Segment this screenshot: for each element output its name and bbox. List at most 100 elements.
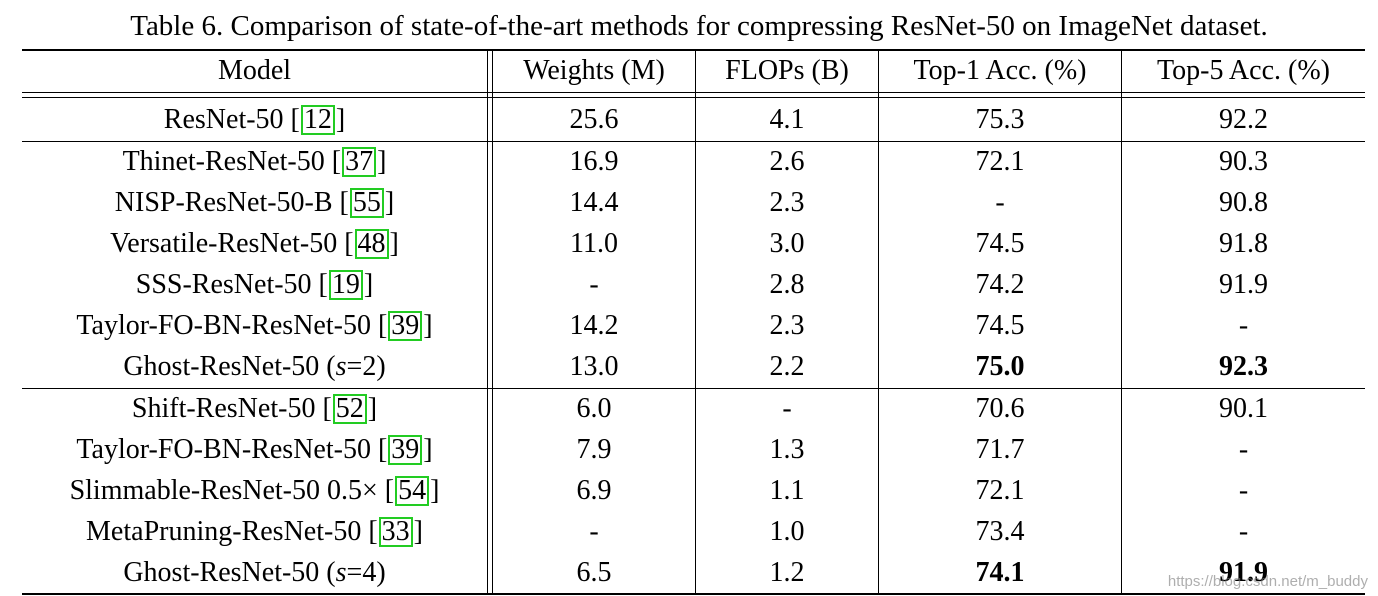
citation-link[interactable]: 52 (332, 394, 367, 424)
top1-cell: 72.1 (975, 475, 1025, 506)
table-row: SSS-ResNet-50 [19] - 2.8 74.2 91.9 (22, 264, 1365, 305)
top1-cell: 74.5 (975, 228, 1025, 259)
model-cell: ResNet-50 [12] (22, 99, 487, 140)
model-name: MetaPruning-ResNet-50 [ (86, 516, 378, 547)
top5-cell: 91.9 (1219, 557, 1268, 588)
header-top5: Top-5 Acc. (%) (1157, 55, 1330, 86)
top5-cell: - (1238, 434, 1249, 465)
top5-cell: 90.8 (1219, 187, 1268, 218)
flops-cell: 2.3 (769, 310, 805, 341)
top1-cell: - (995, 187, 1005, 218)
top1-cell: 70.6 (975, 393, 1025, 424)
citation-link[interactable]: 55 (349, 188, 384, 218)
top1-cell: 71.7 (975, 434, 1025, 465)
weights-cell: 7.9 (576, 434, 612, 465)
citation-link[interactable]: 19 (328, 270, 363, 300)
model-name: Versatile-ResNet-50 [ (110, 228, 354, 259)
flops-cell: 3.0 (769, 228, 805, 259)
header-model: Model (217, 55, 292, 86)
flops-cell: 2.2 (769, 351, 805, 382)
weights-cell: 13.0 (569, 351, 619, 382)
citation-link[interactable]: 48 (354, 229, 389, 259)
table-row: Slimmable-ResNet-50 0.5× [54] 6.9 1.1 72.1 - (22, 470, 1365, 511)
weights-cell: - (589, 269, 599, 300)
model-name: SSS-ResNet-50 [ (135, 269, 328, 300)
table-caption: Table 6. Comparison of state-of-the-art … (130, 10, 1268, 42)
citation-link[interactable]: 54 (395, 476, 430, 506)
model-cell: Taylor-FO-BN-ResNet-50 [39] (22, 429, 487, 470)
top5-cell: 91.9 (1219, 269, 1268, 300)
group-rule-1 (22, 141, 1365, 142)
model-cell: SSS-ResNet-50 [19] (22, 264, 487, 305)
model-cell: Versatile-ResNet-50 [48] (22, 223, 487, 264)
model-cell: Taylor-FO-BN-ResNet-50 [39] (22, 305, 487, 346)
model-name: Ghost-ResNet-50 (s=2) (123, 351, 386, 382)
group-rule-2 (22, 388, 1365, 389)
model-cell: Ghost-ResNet-50 (s=2) (22, 346, 487, 387)
table-row: Taylor-FO-BN-ResNet-50 [39] 14.2 2.3 74.5 - (22, 305, 1365, 346)
model-name: Taylor-FO-BN-ResNet-50 [ (76, 310, 388, 341)
top1-cell: 72.1 (975, 146, 1025, 177)
header-flops: FLOPs (B) (725, 55, 849, 86)
citation-link[interactable]: 39 (388, 435, 423, 465)
top-rule (22, 49, 1365, 51)
header-double-rule-lower (22, 97, 1365, 98)
header-double-rule-upper (22, 92, 1365, 93)
weights-cell: 14.4 (569, 187, 619, 218)
top5-cell: 90.3 (1219, 146, 1268, 177)
flops-cell: 1.0 (769, 516, 805, 547)
model-name: Ghost-ResNet-50 (s=4) (123, 557, 386, 588)
flops-cell: 2.3 (769, 187, 805, 218)
model-double-vrule-right (492, 51, 493, 593)
weights-cell: 6.5 (576, 557, 612, 588)
model-double-vrule-left (487, 51, 488, 593)
header-row: Model Weights (M) FLOPs (B) Top-1 Acc. (… (22, 50, 1365, 91)
top1-cell: 74.5 (975, 310, 1025, 341)
flops-cell: 2.8 (769, 269, 805, 300)
table-row: Thinet-ResNet-50 [37] 16.9 2.6 72.1 90.3 (22, 141, 1365, 182)
top5-cell: 92.3 (1219, 351, 1268, 382)
weights-cell: 6.9 (576, 475, 612, 506)
model-cell: NISP-ResNet-50-B [55] (22, 182, 487, 223)
model-name: Shift-ResNet-50 [ (131, 393, 332, 424)
weights-vrule (695, 51, 696, 593)
citation-bracket: ] (367, 393, 378, 424)
model-name: Taylor-FO-BN-ResNet-50 [ (76, 434, 388, 465)
model-cell: Slimmable-ResNet-50 0.5× [54] (22, 470, 487, 511)
table-row: Ghost-ResNet-50 (s=4) 6.5 1.2 74.1 91.9 (22, 552, 1365, 593)
table-row: Ghost-ResNet-50 (s=2) 13.0 2.2 75.0 92.3 (22, 346, 1365, 387)
citation-link[interactable]: 33 (378, 517, 413, 547)
table-row: Shift-ResNet-50 [52] 6.0 - 70.6 90.1 (22, 388, 1365, 429)
citation-bracket: ] (423, 310, 433, 341)
weights-cell: 14.2 (569, 310, 619, 341)
model-cell: Ghost-ResNet-50 (s=4) (22, 552, 487, 593)
citation-bracket: ] (377, 146, 387, 177)
flops-cell: 2.6 (769, 146, 805, 177)
header-top1: Top-1 Acc. (%) (913, 55, 1087, 86)
flops-cell: 1.1 (769, 475, 805, 506)
citation-bracket: ] (363, 269, 374, 300)
top1-cell: 74.1 (975, 557, 1025, 588)
citation-link[interactable]: 37 (342, 147, 377, 177)
table-row: Taylor-FO-BN-ResNet-50 [39] 7.9 1.3 71.7 - (22, 429, 1365, 470)
weights-cell: 25.6 (569, 104, 619, 135)
top1-cell: 75.0 (975, 351, 1025, 382)
bottom-rule (22, 593, 1365, 595)
citation-bracket: ] (413, 516, 423, 547)
weights-cell: - (589, 516, 599, 547)
top1-cell: 75.3 (975, 104, 1025, 135)
citation-link[interactable]: 39 (388, 311, 423, 341)
model-name: ResNet-50 [ (163, 104, 300, 135)
table-row: ResNet-50 [12] 25.6 4.1 75.3 92.2 (22, 99, 1365, 140)
watermark: https://blog.csdn.net/m_buddy (1167, 573, 1368, 590)
top5-cell: 90.1 (1219, 393, 1268, 424)
top5-cell: - (1238, 475, 1249, 506)
top5-cell: - (1238, 310, 1249, 341)
citation-bracket: ] (389, 228, 399, 259)
weights-cell: 11.0 (570, 228, 618, 259)
top5-cell: 92.2 (1219, 104, 1268, 135)
model-cell: Thinet-ResNet-50 [37] (22, 141, 487, 182)
header-weights: Weights (M) (523, 55, 665, 86)
citation-link[interactable]: 12 (300, 105, 335, 135)
weights-cell: 6.0 (576, 393, 612, 424)
